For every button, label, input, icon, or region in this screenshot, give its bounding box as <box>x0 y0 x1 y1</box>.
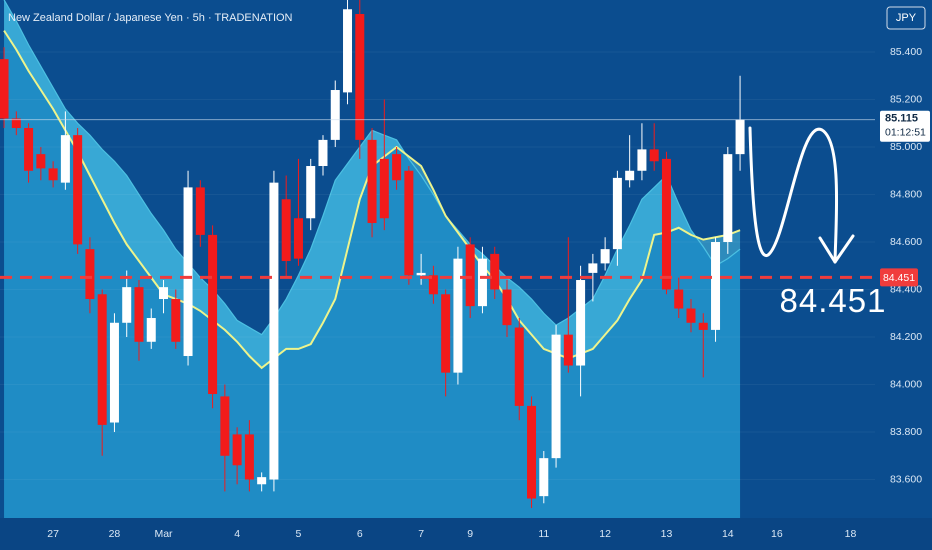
candle-body <box>551 334 561 459</box>
last-price-box <box>880 110 930 142</box>
last-price-label: 85.115 <box>885 113 918 125</box>
candle-body <box>257 477 267 485</box>
candle-body <box>195 187 205 235</box>
candle-body <box>612 177 622 250</box>
candle-body <box>306 166 316 219</box>
candle-body <box>11 118 21 129</box>
candle-body <box>343 9 353 93</box>
candle-body <box>0 59 9 119</box>
candle-body <box>698 322 708 330</box>
y-tick-label: 85.000 <box>890 141 922 153</box>
candle-body <box>539 458 549 497</box>
level-label: 84.451 <box>883 272 915 284</box>
candle-body <box>600 249 610 264</box>
candle-body <box>674 289 684 309</box>
candle-body <box>220 396 230 456</box>
candle-body <box>244 434 254 480</box>
y-tick-label: 85.200 <box>890 93 922 105</box>
candle-body <box>146 318 156 342</box>
candle-body <box>73 135 83 245</box>
currency-button[interactable] <box>886 6 926 30</box>
candle-body <box>36 154 46 169</box>
y-tick-label: 84.000 <box>890 378 922 390</box>
level-box <box>880 268 918 287</box>
x-tick-label: 27 <box>47 528 59 540</box>
candle-body <box>318 139 328 167</box>
candle-body <box>24 128 34 171</box>
y-tick-label: 83.800 <box>890 426 922 438</box>
x-tick-label: 6 <box>357 528 363 540</box>
x-tick-label: 5 <box>296 528 302 540</box>
candle-body <box>465 244 475 307</box>
candle-body <box>159 287 169 300</box>
x-tick-label: 11 <box>538 528 549 540</box>
annotation-text: 84.451 <box>780 282 887 319</box>
candle-body <box>477 258 487 307</box>
candle-body <box>514 327 524 406</box>
candle-body <box>134 287 144 342</box>
x-tick-label: 14 <box>722 528 734 540</box>
candle-body <box>109 322 119 423</box>
candle-body <box>97 294 107 425</box>
candle-body <box>576 280 586 366</box>
y-tick-label: 84.800 <box>890 188 922 200</box>
x-tick-label: 4 <box>234 528 240 540</box>
candle-body <box>232 434 242 466</box>
candle-body <box>453 258 463 373</box>
candle-body <box>60 135 70 183</box>
candle-body <box>527 405 537 499</box>
x-tick-label: 9 <box>467 528 473 540</box>
x-tick-label: 13 <box>661 528 673 540</box>
candle-body <box>588 263 598 273</box>
candle-body <box>48 168 58 181</box>
candle-body <box>379 158 389 219</box>
candle-body <box>367 139 377 224</box>
candle-body <box>171 299 181 342</box>
candle-body <box>563 334 573 366</box>
x-tick-label: 28 <box>109 528 121 540</box>
candle-body <box>85 249 95 300</box>
currency-label[interactable]: JPY <box>896 12 917 24</box>
candle-body <box>416 272 426 276</box>
candle-body <box>711 242 721 330</box>
x-tick-label: 12 <box>599 528 611 540</box>
candle-body <box>625 170 635 181</box>
candle-body <box>330 90 340 140</box>
drawn-arrow <box>748 126 839 264</box>
candle-body <box>355 14 365 140</box>
candle-body <box>637 149 647 171</box>
candle-body <box>490 253 500 290</box>
x-tick-label: 18 <box>845 528 857 540</box>
candle-body <box>441 294 451 373</box>
candle-body <box>735 119 745 155</box>
y-tick-label: 84.600 <box>890 236 922 248</box>
candle-body <box>293 218 303 259</box>
candle-body <box>661 158 671 290</box>
x-tick-label: 16 <box>771 528 783 540</box>
arrow-head <box>818 234 855 264</box>
chart-title: New Zealand Dollar / Japanese Yen · 5h ·… <box>8 12 293 24</box>
y-tick-label: 83.600 <box>890 473 922 485</box>
candle-body <box>649 149 659 162</box>
candle-body <box>281 199 291 262</box>
candle-body <box>392 154 402 181</box>
candle-body <box>502 289 512 326</box>
countdown-label: 01:12:51 <box>885 126 926 138</box>
candle-body <box>723 154 733 243</box>
y-tick-label: 85.400 <box>890 46 922 58</box>
candle-body <box>208 234 218 395</box>
candle-body <box>686 308 696 323</box>
x-tick-label: 7 <box>418 528 424 540</box>
x-tick-label: Mar <box>154 528 173 540</box>
candle-body <box>269 182 279 480</box>
candle-body <box>428 275 438 295</box>
time-axis <box>0 518 932 550</box>
candle-body <box>404 170 414 276</box>
y-tick-label: 84.200 <box>890 331 922 343</box>
candle-body <box>122 287 132 323</box>
candle-body <box>183 187 193 357</box>
